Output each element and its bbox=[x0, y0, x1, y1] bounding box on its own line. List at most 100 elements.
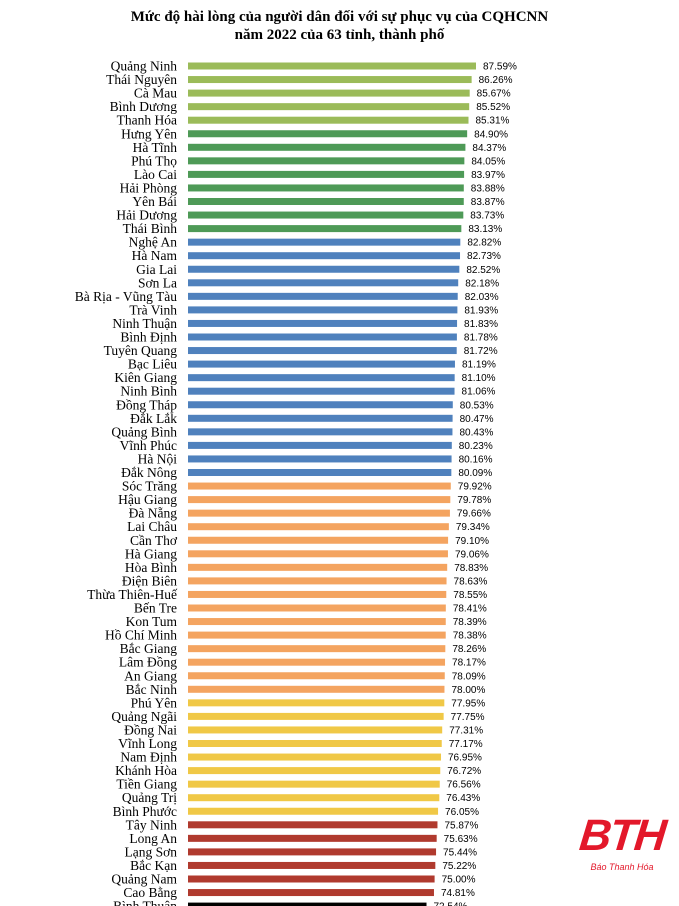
category-label: Sơn La bbox=[138, 275, 177, 290]
bar bbox=[188, 712, 444, 720]
category-label: Đắk Nông bbox=[121, 465, 177, 480]
category-label: Quảng Nam bbox=[111, 872, 177, 887]
value-label: 82.73% bbox=[467, 251, 501, 262]
value-label: 76.05% bbox=[445, 807, 479, 818]
bar bbox=[188, 685, 445, 693]
value-label: 80.16% bbox=[459, 454, 493, 465]
value-label: 81.72% bbox=[464, 346, 498, 357]
category-label: Hưng Yên bbox=[121, 126, 177, 141]
bar bbox=[188, 753, 442, 761]
category-label: Hà Giang bbox=[125, 546, 177, 561]
bar bbox=[188, 807, 439, 815]
bar bbox=[188, 143, 466, 151]
bar bbox=[188, 279, 459, 287]
category-label: Quảng Ngãi bbox=[111, 709, 177, 724]
bar bbox=[188, 590, 447, 598]
bar bbox=[188, 577, 447, 585]
value-label: 80.47% bbox=[460, 414, 494, 425]
category-label: Lào Cai bbox=[134, 167, 177, 182]
category-label: Hòa Bình bbox=[125, 560, 177, 575]
value-label: 80.43% bbox=[459, 427, 493, 438]
value-label: 80.09% bbox=[458, 468, 492, 479]
value-label: 82.18% bbox=[465, 278, 499, 289]
bar bbox=[188, 401, 453, 409]
value-label: 79.78% bbox=[457, 495, 491, 506]
value-label: 81.78% bbox=[464, 333, 498, 344]
value-label: 81.93% bbox=[464, 305, 498, 316]
category-label: Hà Nam bbox=[132, 248, 178, 263]
category-label: Thừa Thiên-Huế bbox=[87, 587, 178, 602]
category-label: Bắc Giang bbox=[120, 641, 178, 656]
bar bbox=[188, 523, 449, 531]
bar bbox=[188, 536, 449, 544]
value-label: 84.37% bbox=[472, 143, 506, 154]
category-label: Quảng Ninh bbox=[111, 59, 178, 74]
category-label: Vĩnh Phúc bbox=[120, 438, 177, 453]
bar bbox=[188, 347, 457, 355]
value-label: 78.38% bbox=[453, 631, 487, 642]
value-label: 79.92% bbox=[458, 482, 492, 493]
category-label: Bắc Kạn bbox=[130, 858, 177, 873]
value-label: 83.97% bbox=[471, 170, 505, 181]
bar bbox=[188, 116, 469, 124]
value-label: 81.83% bbox=[464, 319, 498, 330]
value-label: 83.13% bbox=[468, 224, 502, 235]
category-label: Hải Dương bbox=[116, 208, 177, 223]
bar bbox=[188, 455, 452, 463]
bar bbox=[188, 861, 436, 869]
category-label: Ninh Bình bbox=[120, 384, 177, 399]
value-label: 77.75% bbox=[451, 712, 485, 723]
category-label: Bà Rịa - Vũng Tàu bbox=[75, 289, 177, 304]
category-label: Đà Nẵng bbox=[129, 506, 178, 521]
category-label: Thái Bình bbox=[123, 221, 178, 236]
value-label: 81.06% bbox=[462, 387, 496, 398]
category-label: Nghệ An bbox=[129, 235, 178, 250]
category-label: Quảng Bình bbox=[111, 424, 177, 439]
value-label: 75.22% bbox=[442, 861, 476, 872]
category-label: Hậu Giang bbox=[118, 492, 177, 507]
value-label: 76.95% bbox=[448, 753, 482, 764]
value-label: 77.95% bbox=[451, 698, 485, 709]
bar bbox=[188, 238, 461, 246]
category-label: Hà Nội bbox=[138, 451, 178, 466]
bar bbox=[188, 658, 446, 666]
value-label: 81.10% bbox=[462, 373, 496, 384]
value-label: 72.54% bbox=[434, 902, 468, 906]
value-label: 83.73% bbox=[470, 211, 504, 222]
value-label: 87.59% bbox=[483, 62, 517, 73]
bar bbox=[188, 821, 438, 829]
bar bbox=[188, 699, 445, 707]
value-label: 78.83% bbox=[454, 563, 488, 574]
bar bbox=[188, 441, 452, 449]
category-label: Cần Thơ bbox=[130, 533, 178, 548]
value-label: 79.10% bbox=[455, 536, 489, 547]
category-label: Quảng Trị bbox=[122, 790, 177, 805]
value-label: 76.43% bbox=[446, 793, 480, 804]
category-label: An Giang bbox=[124, 668, 177, 683]
bar bbox=[188, 360, 455, 368]
category-label: Ninh Thuận bbox=[112, 316, 177, 331]
bar bbox=[188, 794, 440, 802]
category-label: Đồng Tháp bbox=[116, 397, 177, 412]
bar bbox=[188, 834, 437, 842]
value-label: 79.06% bbox=[455, 549, 489, 560]
category-label: Thanh Hóa bbox=[117, 113, 177, 128]
category-label: Gia Lai bbox=[136, 262, 177, 277]
bar bbox=[188, 672, 445, 680]
category-label: Bắc Ninh bbox=[126, 682, 178, 697]
bar bbox=[188, 198, 464, 205]
bar bbox=[188, 645, 446, 653]
category-label: Bạc Liêu bbox=[128, 357, 177, 372]
value-label: 78.26% bbox=[452, 644, 486, 655]
bar bbox=[188, 62, 476, 70]
category-label: Đắk Lắk bbox=[130, 411, 177, 426]
logo-caption: Báo Thanh Hóa bbox=[590, 862, 654, 872]
value-label: 74.81% bbox=[441, 888, 475, 899]
value-label: 78.00% bbox=[451, 685, 485, 696]
bar bbox=[188, 292, 458, 300]
value-label: 84.90% bbox=[474, 129, 508, 140]
category-label: Thái Nguyên bbox=[106, 72, 177, 87]
value-label: 82.52% bbox=[466, 265, 500, 276]
category-label: Tuyên Quang bbox=[104, 343, 178, 358]
category-label: Tây Ninh bbox=[126, 817, 178, 832]
